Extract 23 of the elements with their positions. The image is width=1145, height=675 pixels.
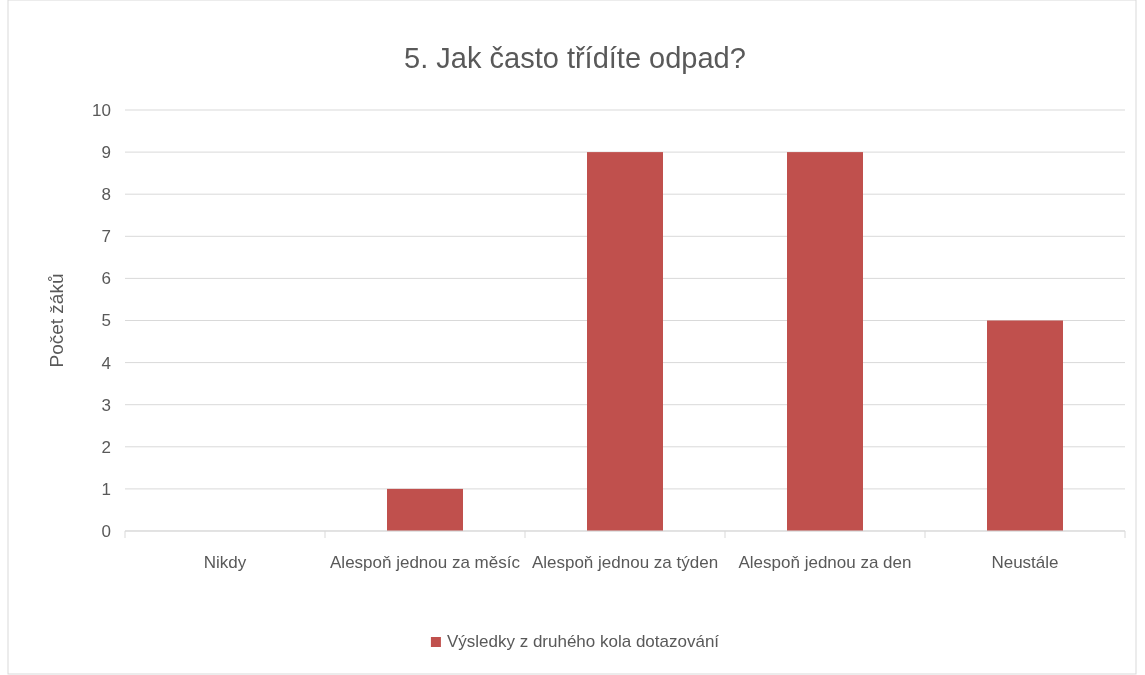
bar: [987, 320, 1063, 531]
x-tick-label: Alespoň jednou za týden: [531, 553, 719, 572]
legend-label: Výsledky z druhého kola dotazování: [446, 632, 720, 651]
y-tick-label: 7: [101, 227, 111, 247]
y-tick-label: 1: [101, 479, 111, 499]
bar: [787, 152, 863, 531]
x-tick-label: Alespoň jednou za den: [738, 553, 912, 572]
y-tick-label: 5: [101, 311, 111, 331]
y-tick-label: 4: [101, 353, 111, 373]
y-tick-label: 9: [101, 143, 111, 163]
y-tick-label: 2: [101, 437, 111, 457]
bar: [387, 488, 463, 531]
chart-title: 5. Jak často třídíte odpad?: [404, 42, 746, 74]
y-axis-title: Počet žáků: [46, 273, 67, 368]
x-tick-label: Alespoň jednou za měsíc: [330, 553, 521, 572]
x-tick-label: Nikdy: [203, 553, 247, 572]
bar: [587, 152, 663, 531]
y-tick-label: 0: [101, 521, 111, 541]
y-tick-label: 8: [101, 185, 111, 205]
x-tick-label: Neustále: [991, 553, 1059, 572]
y-tick-label: 3: [101, 395, 111, 415]
y-tick-label: 10: [92, 100, 111, 120]
y-tick-label: 6: [101, 269, 111, 289]
